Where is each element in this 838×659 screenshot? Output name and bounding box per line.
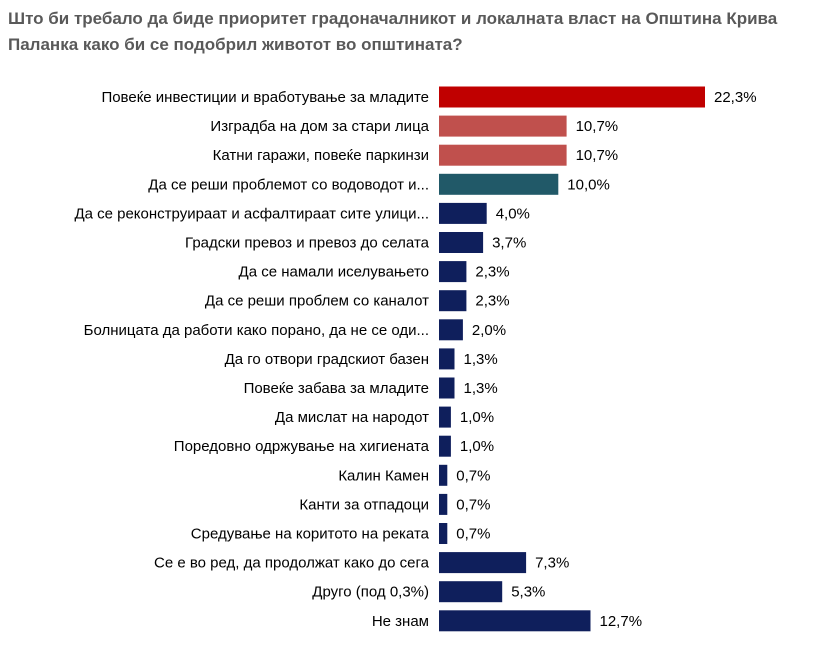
category-label-4: Да се реши проблемот со водоводот и...: [148, 176, 429, 193]
value-label-5: 4,0%: [496, 205, 530, 222]
value-label-2: 10,7%: [576, 118, 619, 135]
category-label-5: Да се реконструираат и асфалтираат сите …: [74, 205, 429, 222]
bar-7: [439, 261, 467, 283]
bar-9: [439, 319, 463, 341]
value-label-17: 7,3%: [535, 555, 569, 572]
category-label-18: Друго (под 0,3%): [312, 584, 429, 601]
value-label-14: 0,7%: [456, 467, 490, 484]
value-label-12: 1,0%: [460, 409, 494, 426]
bar-14: [439, 464, 448, 486]
value-labels-group: 22,3% 10,7% 10,7% 10,0% 4,0% 3,7% 2,3% 2,3% 2,0%…: [456, 89, 756, 630]
value-label-11: 1,3%: [464, 380, 498, 397]
value-label-16: 0,7%: [456, 526, 490, 543]
bar-11: [439, 377, 455, 399]
category-label-6: Градски превоз и превоз до селата: [185, 235, 430, 252]
chart-title: Што би требало да биде приоритет градона…: [8, 9, 778, 54]
value-label-18: 5,3%: [511, 584, 545, 601]
value-label-9: 2,0%: [472, 322, 506, 339]
bar-4: [439, 173, 559, 195]
bar-17: [439, 552, 527, 574]
category-label-17: Се е во ред, да продолжат како до сега: [154, 555, 430, 572]
bar-16: [439, 523, 448, 544]
bar-3: [439, 144, 567, 166]
bar-10: [439, 348, 455, 370]
category-label-8: Да се реши проблем со каналот: [205, 293, 429, 310]
bar-6: [439, 232, 484, 253]
bar-12: [439, 406, 451, 428]
value-label-1: 22,3%: [714, 89, 757, 106]
bar-18: [439, 581, 503, 603]
category-label-19: Не знам: [372, 613, 429, 630]
bar-5: [439, 202, 487, 224]
value-label-6: 3,7%: [492, 235, 526, 252]
value-label-7: 2,3%: [475, 264, 509, 281]
bars-group: [439, 86, 705, 632]
category-label-13: Поредовно одржување на хигиената: [174, 438, 430, 455]
category-label-10: Да го отвори градскиот базен: [225, 351, 429, 368]
bar-19: [439, 610, 591, 632]
category-label-12: Да мислат на народот: [275, 409, 429, 426]
bar-1: [439, 86, 705, 108]
value-label-13: 1,0%: [460, 438, 494, 455]
category-label-3: Катни гаражи, повеќе паркинзи: [213, 147, 429, 164]
category-labels-group: Повеќе инвестиции и вработување за млади…: [74, 89, 429, 630]
category-label-1: Повеќе инвестиции и вработување за млади…: [101, 89, 429, 106]
value-label-19: 12,7%: [600, 613, 643, 630]
value-label-3: 10,7%: [576, 147, 619, 164]
value-label-10: 1,3%: [464, 351, 498, 368]
bar-13: [439, 435, 451, 457]
category-label-7: Да се намали иселувањето: [239, 264, 429, 281]
category-label-14: Калин Камен: [338, 467, 429, 484]
category-label-2: Изградба на дом за стари лица: [210, 118, 429, 135]
bar-2: [439, 115, 567, 137]
category-label-15: Канти за отпадоци: [299, 496, 429, 513]
category-label-11: Повеќе забава за младите: [244, 380, 429, 397]
value-label-15: 0,7%: [456, 496, 490, 513]
category-label-16: Средување на коритото на реката: [191, 526, 430, 543]
value-label-4: 10,0%: [567, 176, 610, 193]
bar-8: [439, 290, 467, 312]
value-label-8: 2,3%: [475, 293, 509, 310]
category-label-9: Болницата да работи како порано, да не с…: [84, 322, 429, 339]
bar-15: [439, 493, 448, 515]
